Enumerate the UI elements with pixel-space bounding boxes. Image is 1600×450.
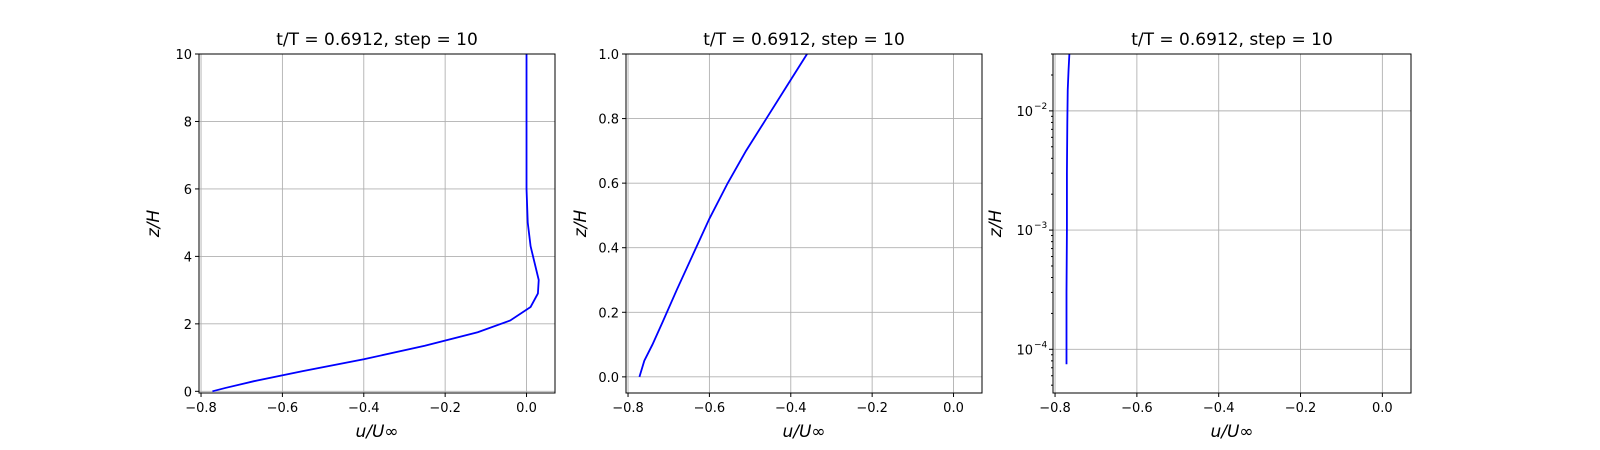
y-axis-label: z/H [144,210,164,239]
y-tick-label: 0.6 [598,177,619,192]
y-tick-label: 2 [184,318,192,333]
x-tick-label: 0.0 [516,401,537,416]
y-tick-label: 0.0 [598,371,619,386]
series-line-1 [212,54,540,393]
y-tick-base: 10 [1016,224,1033,239]
y-tick-base: 10 [1016,105,1033,120]
chart-title: t/T = 0.6912, step = 10 [1131,30,1333,50]
x-tick-label: 0.0 [943,401,964,416]
x-tick-label: −0.6 [1121,401,1153,416]
y-tick-base: 10 [1016,343,1033,358]
y-tick-label: 1.0 [598,48,619,63]
chart-panel-3: −0.8 −0.6 −0.4 −0.2 0.010−410−310 −2t/T = 0.6… [986,30,1412,442]
y-tick-label: 10 [1016,343,1033,358]
x-tick-label: −0.4 [348,401,380,416]
plot-frame [198,53,556,394]
y-axis-label: z/H [986,210,1006,239]
y-tick-label: 8 [184,115,192,130]
chart-title: t/T = 0.6912, step = 10 [703,30,905,50]
series-line-1 [638,53,808,378]
plot-frame [625,53,983,394]
plot-frame [1052,53,1412,394]
x-axis-label: u/U∞ [782,422,825,442]
y-tick-exponent: −2 [1034,102,1047,112]
x-tick-label: −0.4 [1203,401,1235,416]
y-tick-label: 0.2 [598,306,619,321]
x-tick-label: 0.0 [1372,401,1393,416]
y-tick-label: 4 [184,250,192,265]
x-tick-label: −0.8 [1039,401,1071,416]
y-tick-label: 6 [184,183,192,198]
y-tick-label: 10 [175,48,192,63]
y-tick-label: 0.8 [598,113,619,128]
y-tick-label: 10 [1016,105,1033,120]
y-tick-exponent: −4 [1034,340,1048,350]
x-tick-label: −0.4 [775,401,807,416]
chart-panel-2: −0.8 −0.6 −0.4 −0.2 0.0 0.0 0.2 0.4 0.6 0.8 1.0 t/T… [571,30,983,442]
x-tick-label: −0.8 [612,401,644,416]
y-tick-label: 0.4 [598,242,619,257]
x-tick-label: −0.6 [267,401,299,416]
x-tick-label: −0.8 [185,401,217,416]
x-tick-label: −0.2 [429,401,461,416]
chart-panel-1: −0.8 −0.6 −0.4 −0.2 0.0 0 2 4 6 8 10 t/T = 0.6912, … [144,30,556,442]
x-tick-label: −0.6 [694,401,726,416]
y-tick-label: 0 [184,385,192,400]
series-line-1 [1065,53,1071,365]
x-axis-label: u/U∞ [1210,422,1253,442]
y-axis-label: z/H [571,210,591,239]
x-axis-label: u/U∞ [355,422,398,442]
x-tick-label: −0.2 [1285,401,1317,416]
x-tick-label: −0.2 [856,401,888,416]
y-tick-label: 10 [1016,224,1033,239]
y-tick-exponent: −3 [1034,221,1047,231]
chart-title: t/T = 0.6912, step = 10 [276,30,478,50]
